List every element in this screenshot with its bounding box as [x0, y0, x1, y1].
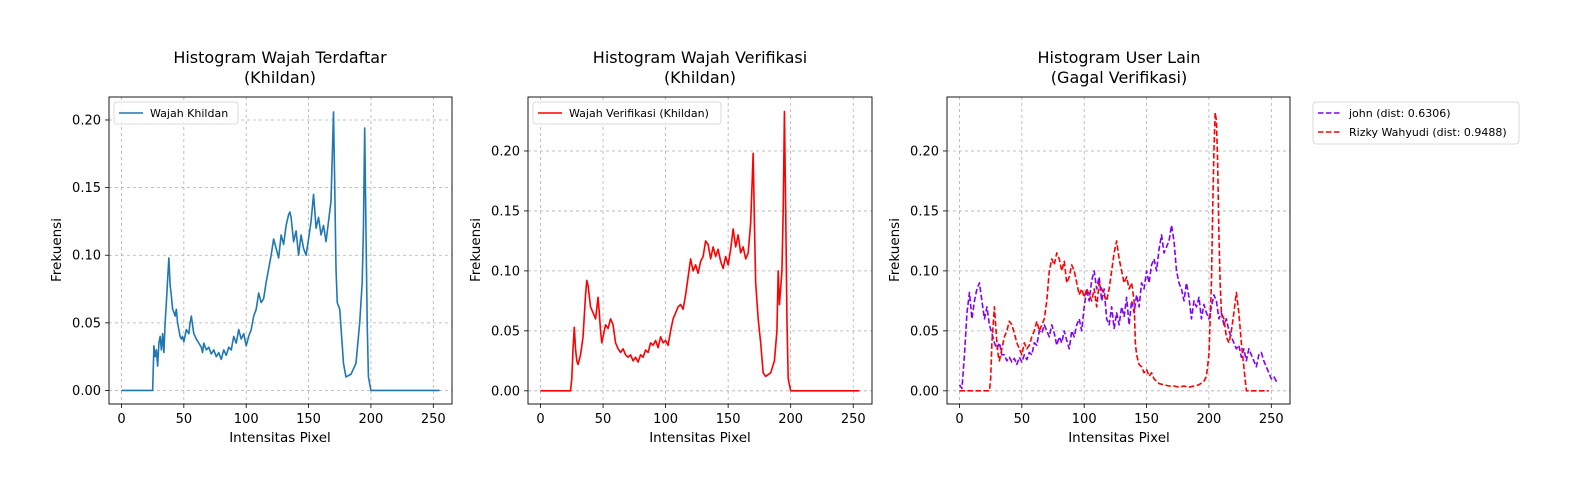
- series-line: [121, 111, 440, 392]
- x-tick-label: 0: [955, 412, 963, 427]
- x-axis-label: Intensitas Pixel: [229, 430, 331, 446]
- y-tick-label: 0.20: [72, 113, 101, 128]
- x-tick-label: 200: [1197, 412, 1222, 427]
- x-tick-label: 250: [1259, 412, 1284, 427]
- subplot-title-line2: (Khildan): [244, 68, 316, 87]
- y-tick-label: 0.15: [910, 204, 939, 219]
- axes-frame: [527, 96, 873, 405]
- series-line: [959, 111, 1269, 392]
- series-line: [958, 224, 1279, 390]
- y-tick-label: 0.20: [491, 144, 520, 159]
- y-tick-label: 0.05: [72, 316, 101, 331]
- subplot-title-line2: (Gagal Verifikasi): [1051, 68, 1187, 87]
- x-tick-label: 250: [421, 412, 446, 427]
- axes-frame: [946, 96, 1291, 405]
- x-tick-label: 200: [359, 412, 384, 427]
- subplot-title-line1: Histogram Wajah Terdaftar: [173, 48, 387, 67]
- y-tick-label: 0.00: [910, 384, 939, 399]
- y-axis-label: Frekuensi: [887, 218, 903, 282]
- x-axis-label: Intensitas Pixel: [649, 430, 751, 446]
- legend-frame: [1312, 101, 1520, 145]
- x-tick-label: 150: [1134, 412, 1159, 427]
- y-tick-label: 0.05: [491, 324, 520, 339]
- x-tick-label: 100: [1072, 412, 1097, 427]
- x-tick-label: 200: [778, 412, 803, 427]
- x-axis-label: Intensitas Pixel: [1068, 430, 1170, 446]
- subplot-title-line1: Histogram User Lain: [1038, 48, 1201, 67]
- legend-frame: [113, 101, 239, 125]
- x-tick-label: 100: [653, 412, 678, 427]
- grid: [109, 97, 452, 404]
- x-tick-label: 150: [296, 412, 321, 427]
- y-tick-label: 0.00: [72, 384, 101, 399]
- x-tick-label: 0: [536, 412, 544, 427]
- x-tick-label: 50: [176, 412, 193, 427]
- y-axis-label: Frekuensi: [49, 218, 65, 282]
- y-tick-label: 0.10: [910, 264, 939, 279]
- subplot-other-users: Histogram User Lain (Gagal Verifikasi) I…: [887, 48, 1520, 446]
- y-tick-label: 0.15: [491, 204, 520, 219]
- y-tick-label: 0.10: [491, 264, 520, 279]
- legend-entry: Wajah Verifikasi (Khildan): [569, 107, 709, 120]
- x-tick-label: 50: [595, 412, 612, 427]
- legend-entry: john (dist: 0.6306): [1348, 107, 1451, 120]
- y-tick-label: 0.10: [72, 249, 101, 264]
- x-tick-label: 250: [841, 412, 866, 427]
- y-axis-label: Frekuensi: [468, 218, 484, 282]
- series-line: [540, 110, 860, 392]
- y-tick-label: 0.05: [910, 324, 939, 339]
- legend-entry: Rizky Wahyudi (dist: 0.9488): [1349, 126, 1507, 139]
- legend-entry: Wajah Khildan: [150, 107, 228, 120]
- subplot-title-line1: Histogram Wajah Verifikasi: [593, 48, 807, 67]
- legend-frame: [532, 101, 722, 125]
- y-tick-label: 0.15: [72, 181, 101, 196]
- legend: Wajah Khildan: [113, 101, 239, 125]
- legend: john (dist: 0.6306) Rizky Wahyudi (dist: …: [1312, 101, 1520, 145]
- legend: Wajah Verifikasi (Khildan): [532, 101, 722, 125]
- x-tick-label: 150: [716, 412, 741, 427]
- subplot-verification-face: Histogram Wajah Verifikasi (Khildan) Int…: [468, 48, 873, 446]
- axes-frame: [108, 96, 453, 405]
- subplot-registered-face: Histogram Wajah Terdaftar (Khildan) Inte…: [49, 48, 453, 446]
- y-tick-label: 0.20: [910, 144, 939, 159]
- x-tick-label: 100: [234, 412, 259, 427]
- subplot-title-line2: (Khildan): [664, 68, 736, 87]
- x-tick-label: 50: [1014, 412, 1031, 427]
- y-tick-label: 0.00: [491, 384, 520, 399]
- x-tick-label: 0: [117, 412, 125, 427]
